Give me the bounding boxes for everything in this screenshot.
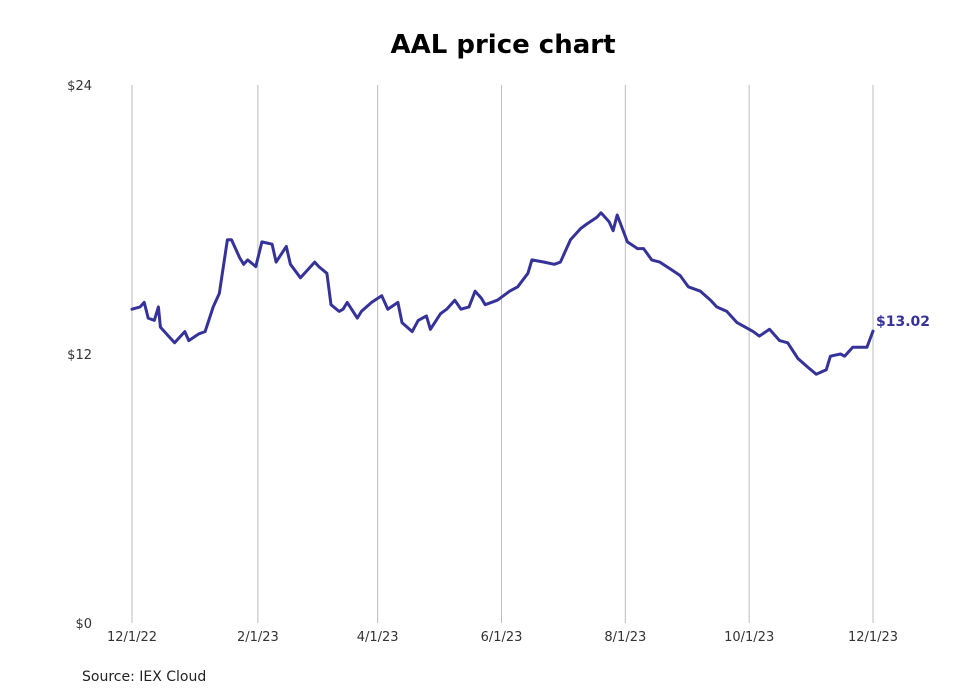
x-tick-label: 2/1/23 <box>237 630 279 645</box>
x-tick-label: 12/1/22 <box>107 630 157 645</box>
x-tick-label: 12/1/23 <box>848 630 898 645</box>
x-tick-label: 10/1/23 <box>724 630 774 645</box>
chart-title: AAL price chart <box>390 30 616 60</box>
last-price-label: $13.02 <box>876 314 930 330</box>
y-tick-label: $12 <box>67 348 92 363</box>
y-tick-label: $0 <box>75 617 92 632</box>
y-tick-label: $24 <box>67 79 92 94</box>
y-axis-labels: $0 $12 $24 <box>67 79 92 632</box>
x-tick-label: 4/1/23 <box>357 630 399 645</box>
x-tick-label: 6/1/23 <box>481 630 523 645</box>
price-series-line <box>130 211 875 376</box>
x-tick-label: 8/1/23 <box>604 630 646 645</box>
gridlines <box>131 85 874 623</box>
source-note: Source: IEX Cloud <box>82 669 207 685</box>
x-axis-labels: 12/1/22 2/1/23 4/1/23 6/1/23 8/1/23 10/1/23 12… <box>107 630 898 645</box>
